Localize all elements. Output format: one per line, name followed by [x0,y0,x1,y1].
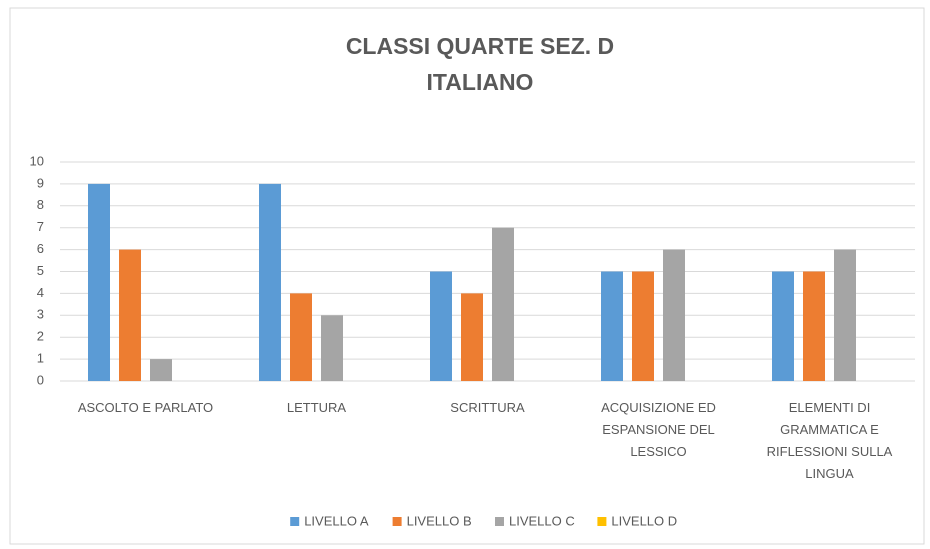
y-tick-label: 5 [37,263,44,278]
x-tick-label: ASCOLTO E PARLATO [78,400,213,415]
y-tick-label: 10 [30,153,44,168]
x-tick-label: LETTURA [287,400,347,415]
legend-swatch [392,517,402,526]
bar [803,271,825,381]
bar [492,227,514,381]
x-tick-label: ACQUISIZIONE ED ESPANSIONE DEL LESSICO [601,400,716,459]
bar [290,293,312,381]
bar [321,315,343,381]
y-tick-label: 1 [37,351,44,366]
x-tick-label: SCRITTURA [450,400,525,415]
y-tick-label: 4 [37,285,44,300]
y-tick-label: 9 [37,175,44,190]
legend-swatch [597,517,607,526]
chart-frame [9,7,925,545]
bar [150,359,172,381]
legend-label: LIVELLO A [304,513,369,528]
bar [88,183,110,381]
bar [601,271,623,381]
x-tick-label: ELEMENTI DI GRAMMATICA E RIFLESSIONI SULLA… [767,400,893,481]
y-tick-label: 3 [37,307,44,322]
bar [259,183,281,381]
bar [430,271,452,381]
legend-label: LIVELLO D [611,513,677,528]
y-tick-label: 8 [37,197,44,212]
y-tick-label: 6 [37,241,44,256]
bar [772,271,794,381]
chart-title: CLASSI QUARTE SEZ. D [346,33,614,59]
bar [632,271,654,381]
bar [663,249,685,381]
legend-swatch [495,517,504,526]
y-tick-label: 2 [37,329,44,344]
bar [461,293,483,381]
chart-subtitle: ITALIANO [427,69,534,95]
legend-swatch [290,517,300,526]
bar [834,249,856,381]
bar [119,249,141,381]
y-tick-label: 0 [37,372,44,387]
y-tick-label: 7 [37,219,44,234]
legend-label: LIVELLO C [509,513,575,528]
legend-label: LIVELLO B [407,513,472,528]
